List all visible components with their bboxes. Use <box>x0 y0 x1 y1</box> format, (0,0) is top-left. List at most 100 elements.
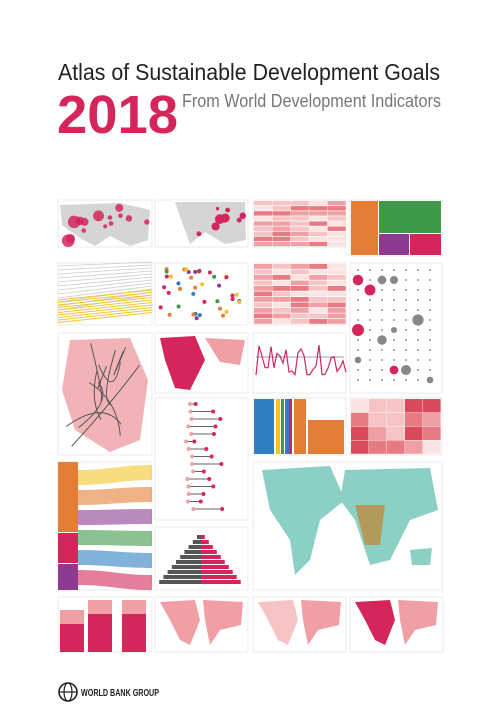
table-cell <box>290 264 309 269</box>
table-cell <box>290 297 309 302</box>
table-cell <box>290 201 309 206</box>
table-cell <box>290 291 309 297</box>
map-bubble <box>115 203 124 212</box>
table-cell <box>309 221 328 226</box>
heat-cell <box>387 426 405 440</box>
bar <box>289 399 292 454</box>
map-bubble <box>239 212 247 220</box>
sankey-flow <box>78 570 152 590</box>
dot-matrix <box>393 289 395 291</box>
table-cell <box>327 297 346 302</box>
scatter-dot <box>207 270 212 275</box>
table-cell <box>309 308 328 313</box>
dot-matrix <box>417 369 419 371</box>
world-map <box>355 505 385 545</box>
heat-cell <box>351 440 369 454</box>
dot-matrix <box>369 269 371 271</box>
dot-matrix <box>429 359 431 361</box>
heat-cell <box>423 412 441 427</box>
table-cell <box>309 206 328 211</box>
dumbbell-dot <box>191 507 196 511</box>
line-trend <box>57 294 153 306</box>
dot-matrix <box>429 299 431 301</box>
dot-matrix <box>381 379 383 381</box>
line-trend <box>57 304 153 316</box>
dot-matrix <box>429 369 431 371</box>
dot-matrix <box>357 299 359 301</box>
map-bubble <box>214 214 225 225</box>
world-map <box>410 548 432 565</box>
dot-matrix <box>381 349 383 351</box>
dumbbell-dot <box>193 402 198 406</box>
pyramid-bar <box>201 545 213 549</box>
road-line <box>98 362 121 383</box>
heat-cell <box>405 412 423 427</box>
pyramid-bar <box>201 565 229 569</box>
dot-matrix <box>417 359 419 361</box>
table-cell <box>254 231 272 236</box>
table-cell <box>254 275 272 280</box>
dot-matrix <box>369 379 371 381</box>
scatter-dot <box>215 299 220 304</box>
stack-bar <box>122 600 146 614</box>
line-trend <box>57 285 153 299</box>
dot-matrix <box>393 319 395 321</box>
pyramid-bar <box>167 570 201 574</box>
road-line <box>113 347 127 376</box>
publisher: WORLD BANK GROUP <box>81 688 159 699</box>
dot-matrix <box>357 309 359 311</box>
scatter-dot <box>230 297 235 302</box>
table-cell <box>309 302 328 308</box>
map-bubble <box>118 213 123 219</box>
scatter-dot <box>237 300 242 305</box>
heat-cell <box>351 399 369 413</box>
dot-matrix <box>417 329 419 331</box>
table-cell <box>327 308 346 313</box>
dot-matrix <box>357 349 359 351</box>
table-cell <box>254 226 272 231</box>
year: 2018 <box>57 85 178 145</box>
dot-matrix <box>389 275 399 285</box>
line-series <box>255 344 347 377</box>
dot-matrix <box>405 309 407 311</box>
dot-matrix <box>381 319 383 321</box>
table-cell <box>327 313 346 319</box>
heat-cell <box>423 426 441 440</box>
dot-matrix <box>369 329 371 331</box>
table-cell <box>290 221 309 226</box>
table-cell <box>309 264 328 269</box>
bar <box>254 399 274 454</box>
scatter-dot <box>189 275 194 280</box>
table-cell <box>327 302 346 308</box>
table-cell <box>272 231 291 236</box>
dumbbell-dot <box>190 454 195 459</box>
dot-matrix <box>417 299 419 301</box>
dumbbell-dot <box>192 439 197 444</box>
dot-matrix <box>357 339 359 341</box>
table-cell <box>272 291 291 297</box>
table-cell <box>272 269 291 275</box>
logo: WORLD BANK GROUP <box>58 682 159 702</box>
table-cell <box>309 291 328 297</box>
dot-matrix <box>429 279 431 281</box>
table-cell <box>290 302 309 308</box>
sankey-flow <box>78 509 152 525</box>
dot-matrix <box>429 349 431 351</box>
dot-matrix <box>417 289 419 291</box>
table-cell <box>254 302 272 308</box>
pyramid-bar <box>201 550 217 554</box>
table-cell <box>327 211 346 216</box>
table-cell <box>309 297 328 302</box>
scatter-dot <box>212 274 217 279</box>
dot-matrix <box>381 329 383 331</box>
dot-matrix <box>369 319 371 321</box>
map-bubble <box>61 234 75 248</box>
dot-matrix <box>417 309 419 311</box>
treemap-cell <box>351 201 378 255</box>
treemap-cell <box>379 201 441 233</box>
table-cell <box>254 297 272 302</box>
table-cell <box>254 269 272 275</box>
dot-matrix <box>393 379 395 381</box>
table-cell <box>272 264 291 269</box>
road-line <box>93 371 102 420</box>
